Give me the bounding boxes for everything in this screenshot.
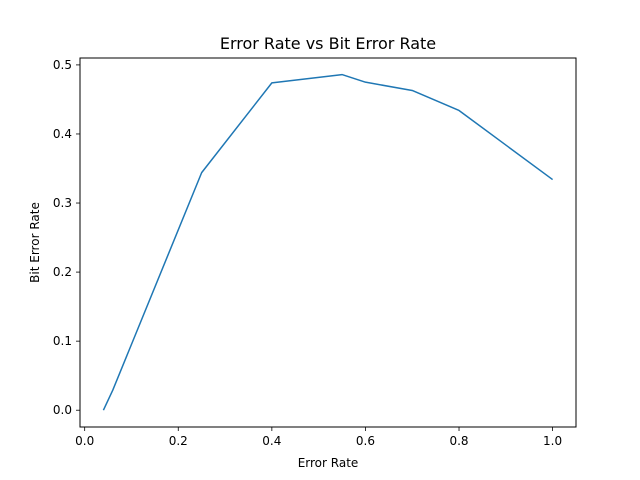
y-tick-label: 0.3 bbox=[53, 196, 72, 210]
y-axis: 0.0 0.1 0.2 0.3 0.4 0.5 bbox=[53, 58, 80, 417]
x-tick-label: 0.4 bbox=[262, 434, 281, 448]
x-tick-label: 0.0 bbox=[75, 434, 94, 448]
x-axis-label: Error Rate bbox=[298, 456, 359, 470]
y-tick-label: 0.2 bbox=[53, 265, 72, 279]
y-tick-label: 0.1 bbox=[53, 334, 72, 348]
y-tick-label: 0.0 bbox=[53, 403, 72, 417]
y-tick-label: 0.5 bbox=[53, 58, 72, 72]
x-axis: 0.0 0.2 0.4 0.6 0.8 1.0 bbox=[75, 427, 562, 448]
x-tick-label: 1.0 bbox=[543, 434, 562, 448]
x-tick-label: 0.2 bbox=[169, 434, 188, 448]
plot-frame bbox=[79, 57, 577, 428]
series-line-0 bbox=[102, 73, 554, 411]
y-axis-label: Bit Error Rate bbox=[28, 202, 42, 283]
x-tick-label: 0.8 bbox=[449, 434, 468, 448]
y-tick-label: 0.4 bbox=[53, 127, 72, 141]
chart-title: Error Rate vs Bit Error Rate bbox=[220, 34, 436, 53]
plot-area bbox=[102, 73, 554, 411]
x-tick-label: 0.6 bbox=[356, 434, 375, 448]
